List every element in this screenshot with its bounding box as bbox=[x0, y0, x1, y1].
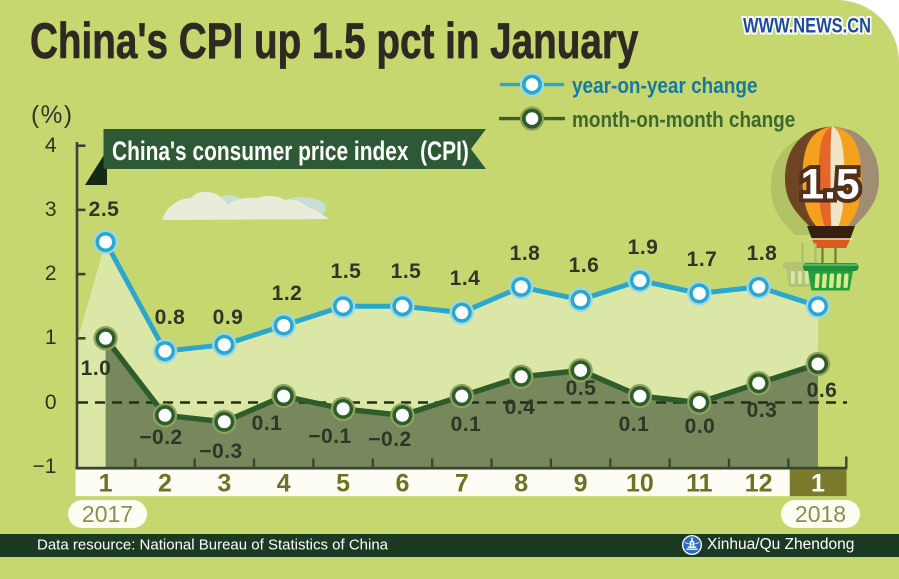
svg-text:WWW.NEWS.CN: WWW.NEWS.CN bbox=[743, 15, 871, 38]
svg-text:1.5: 1.5 bbox=[800, 162, 859, 209]
